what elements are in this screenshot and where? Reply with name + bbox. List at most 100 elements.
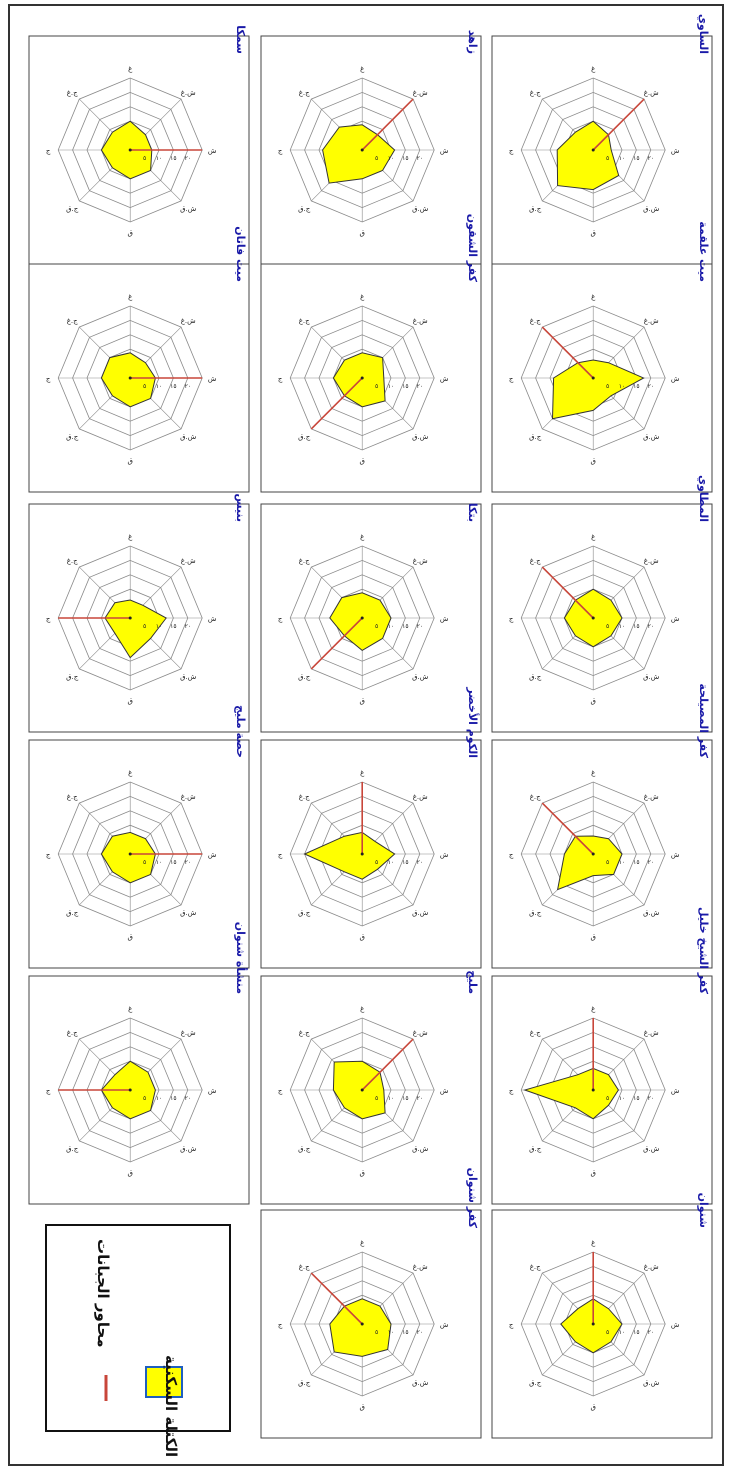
cemetery-axis xyxy=(310,1272,363,1325)
scale-label: ٢٠ xyxy=(417,155,423,162)
scale-label: ١٠ xyxy=(388,623,394,630)
scale-label: ٢٠ xyxy=(648,1329,654,1336)
direction-label: ش.غ xyxy=(413,1263,428,1271)
direction-label: ج xyxy=(509,1321,514,1329)
direction-label: ج.ق xyxy=(529,909,542,917)
scale-label: ٢٠ xyxy=(417,859,423,866)
direction-label: ش xyxy=(208,375,217,383)
scale-label: ١٥ xyxy=(402,155,408,162)
chart-title: كفر الشقون xyxy=(466,214,479,283)
direction-label: ج xyxy=(46,375,51,383)
direction-label: ج.غ xyxy=(530,1263,541,1271)
direction-label: ش.غ xyxy=(413,89,428,97)
chart-title: بتكا xyxy=(466,503,479,522)
direction-label: ق xyxy=(590,1403,595,1411)
direction-label: غ xyxy=(591,1239,596,1247)
direction-label: ش xyxy=(208,147,217,155)
scale-label: ١٠ xyxy=(388,859,394,866)
scale-label: ٥ xyxy=(375,859,378,866)
scale-label: ١٥ xyxy=(633,155,639,162)
direction-label: ج.ق xyxy=(298,909,311,917)
chart-title: ميت فاتان xyxy=(234,226,247,282)
direction-label: ج xyxy=(509,147,514,155)
direction-label: ق xyxy=(590,1169,595,1177)
radar-area xyxy=(556,120,620,191)
direction-label: ق xyxy=(359,1403,364,1411)
direction-label: ج.ق xyxy=(298,433,311,441)
scale-label: ١٠ xyxy=(619,1095,625,1102)
direction-label: ج.ق xyxy=(298,1379,311,1387)
scale-label: ١٥ xyxy=(633,859,639,866)
direction-label: ج.غ xyxy=(299,793,310,801)
direction-label: ش.ق xyxy=(412,205,428,213)
direction-label: ق xyxy=(590,697,595,705)
direction-label: ج.ق xyxy=(298,673,311,681)
direction-label: ش.غ xyxy=(644,1029,659,1037)
direction-label: غ xyxy=(360,769,365,777)
direction-label: ش.غ xyxy=(413,317,428,325)
radar-center xyxy=(128,148,132,152)
direction-label: ش xyxy=(208,851,217,859)
direction-label: ش.ق xyxy=(412,1145,428,1153)
radar-panel: ش ش.ق ق ج.ق ج ج.غ غ ش.غ ٥ ١٠ ١٥ ٢٠ الكوم الأخضر xyxy=(260,686,482,969)
scale-label: ١٠ xyxy=(156,383,162,390)
direction-label: غ xyxy=(591,293,596,301)
chart-title: بنيس xyxy=(234,493,247,522)
radar-panel: ش ش.ق ق ج.ق ج ج.غ غ ش.غ ٥ ١٠ ١٥ ٢٠ ميت فاتان xyxy=(28,226,250,493)
direction-label: ش xyxy=(440,851,449,859)
direction-label: غ xyxy=(128,533,133,541)
direction-label: ش.غ xyxy=(644,89,659,97)
scale-label: ٥ xyxy=(143,383,146,390)
scale-label: ٢٠ xyxy=(648,623,654,630)
direction-label: ج.غ xyxy=(530,317,541,325)
legend-box xyxy=(45,1224,231,1432)
scale-label: ١٥ xyxy=(170,859,176,866)
direction-label: ج.ق xyxy=(66,673,79,681)
scale-label: ١٥ xyxy=(402,1095,408,1102)
direction-label: ج.ق xyxy=(66,205,79,213)
radar-center xyxy=(360,376,364,380)
direction-label: ق xyxy=(127,933,132,941)
direction-label: ق xyxy=(590,933,595,941)
direction-label: غ xyxy=(360,1239,365,1247)
scale-label: ١٥ xyxy=(633,1329,639,1336)
radar-area xyxy=(100,831,156,884)
direction-label: ش xyxy=(440,1321,449,1329)
direction-label: ج xyxy=(278,375,283,383)
scale-label: ٥ xyxy=(606,859,609,866)
chart-title: كفر الشيخ خليل xyxy=(697,907,710,995)
direction-label: ج xyxy=(509,375,514,383)
scale-label: ٢٠ xyxy=(185,1095,191,1102)
direction-label: ش.غ xyxy=(413,1029,428,1037)
chart-title: ميت علقمة xyxy=(697,221,710,282)
cemetery-axis xyxy=(310,377,363,430)
scale-label: ٢٠ xyxy=(417,383,423,390)
scale-label: ٢٠ xyxy=(648,383,654,390)
scale-label: ١٥ xyxy=(633,383,639,390)
scale-label: ١٥ xyxy=(402,383,408,390)
direction-label: ج xyxy=(46,851,51,859)
direction-label: غ xyxy=(360,533,365,541)
chart-title: حصة مليج xyxy=(234,705,247,758)
radar-area xyxy=(523,1067,619,1120)
scale-label: ٥ xyxy=(143,623,146,630)
radar-panel: ش ش.ق ق ج.ق ج ج.غ غ ش.غ ٥ ١٠ ١٥ ٢٠ حصة مليج xyxy=(28,705,250,969)
direction-label: ق xyxy=(359,933,364,941)
cemetery-axis xyxy=(361,98,414,151)
scale-label: ٢٠ xyxy=(185,383,191,390)
radar-area xyxy=(560,1298,623,1354)
radar-area xyxy=(556,835,623,891)
radar-center xyxy=(591,1322,595,1326)
radar-center xyxy=(591,1088,595,1092)
radar-panel: ش ش.ق ق ج.ق ج ج.غ غ ش.غ ٥ ١٠ ١٥ ٢٠ مليج xyxy=(260,970,482,1205)
scale-label: ١٥ xyxy=(402,859,408,866)
radar-center xyxy=(591,148,595,152)
direction-label: غ xyxy=(128,293,133,301)
direction-label: ش.ق xyxy=(412,433,428,441)
direction-label: ش xyxy=(440,375,449,383)
direction-label: ج xyxy=(509,615,514,623)
direction-label: ج.غ xyxy=(530,793,541,801)
radar-area xyxy=(100,120,153,180)
direction-label: ج xyxy=(278,1087,283,1095)
direction-label: ش xyxy=(440,615,449,623)
